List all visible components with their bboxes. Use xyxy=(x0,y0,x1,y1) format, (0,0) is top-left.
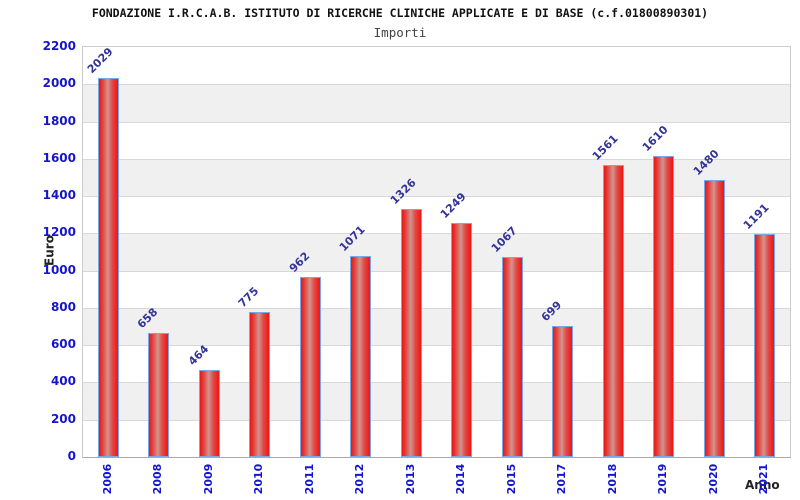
y-tick-label: 400 xyxy=(50,374,76,389)
bar-2008 xyxy=(148,333,169,457)
bar-2017 xyxy=(552,326,573,457)
plot-band xyxy=(83,158,790,197)
y-tick-label: 200 xyxy=(50,411,76,426)
bar-2020 xyxy=(704,180,725,457)
x-tick-label: 2019 xyxy=(655,463,669,495)
x-tick-label: 2012 xyxy=(352,463,366,495)
plot-band xyxy=(83,419,790,457)
y-tick-label: 1800 xyxy=(42,113,76,128)
x-tick-label: 2009 xyxy=(201,463,215,495)
plot-band xyxy=(83,382,790,420)
plot-band xyxy=(83,270,790,308)
x-tick-label: 2006 xyxy=(100,463,114,495)
bar-2019 xyxy=(653,156,674,457)
bar-2021 xyxy=(754,234,775,457)
chart-title: FONDAZIONE I.R.C.A.B. ISTITUTO DI RICERC… xyxy=(91,6,709,20)
plot-band xyxy=(83,345,790,383)
gridline xyxy=(83,345,790,347)
x-tick-label: 2020 xyxy=(706,463,720,495)
gridline xyxy=(83,307,790,309)
bar-2014 xyxy=(451,223,472,457)
x-tick-label: 2018 xyxy=(605,463,619,495)
bar-2018 xyxy=(603,165,624,457)
plot-band xyxy=(83,196,790,234)
plot-band xyxy=(83,121,790,159)
x-tick-label: 2011 xyxy=(302,463,316,495)
plot-band xyxy=(83,307,790,346)
x-tick-label: 2017 xyxy=(554,463,568,495)
gridline xyxy=(83,233,790,235)
bar-2009 xyxy=(199,370,220,457)
y-tick-label: 800 xyxy=(50,299,76,314)
bar-2013 xyxy=(401,209,422,457)
y-tick-label: 1200 xyxy=(42,225,76,240)
bar-2011 xyxy=(300,277,321,457)
gridline xyxy=(83,84,790,86)
plot-band xyxy=(83,84,790,122)
x-tick-label: 2015 xyxy=(504,463,518,495)
x-tick-label: 2013 xyxy=(403,463,417,495)
x-tick-label: 2008 xyxy=(150,463,164,495)
x-axis-title: Anno xyxy=(745,478,780,492)
bar-2006 xyxy=(98,78,119,457)
y-tick-label: 0 xyxy=(67,449,76,463)
plot-band xyxy=(83,233,790,271)
y-tick-label: 2000 xyxy=(42,76,76,91)
gridline xyxy=(83,121,790,123)
y-tick-label: 600 xyxy=(50,337,76,352)
gridline xyxy=(83,382,790,384)
bar-2012 xyxy=(350,256,371,457)
y-tick-label: 1400 xyxy=(42,188,76,203)
y-tick-label: 1000 xyxy=(42,262,76,277)
x-tick-label: 2021 xyxy=(756,463,770,495)
plot-area: 2029 658 464 775 962 1071 1326 1249 1067 699 1561 1… xyxy=(82,45,791,458)
gridline xyxy=(83,196,790,198)
bar-2010 xyxy=(249,312,270,457)
plot-band xyxy=(83,47,790,85)
gridline xyxy=(83,270,790,272)
y-tick-label: 2200 xyxy=(42,39,76,53)
x-tick-label: 2010 xyxy=(251,463,265,495)
gridline xyxy=(83,419,790,421)
chart-subtitle: Importi xyxy=(373,25,427,40)
x-tick-label: 2014 xyxy=(453,463,467,495)
bar-2015 xyxy=(502,257,523,457)
gridline xyxy=(83,158,790,160)
y-tick-label: 1600 xyxy=(42,150,76,165)
